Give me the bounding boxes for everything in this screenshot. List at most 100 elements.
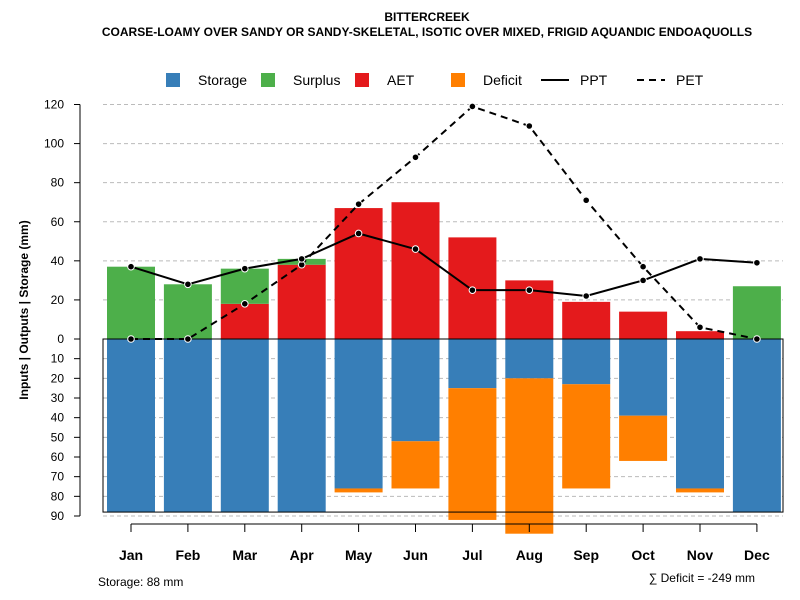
- pet-point: [127, 335, 135, 343]
- x-tick-label: Jul: [462, 547, 482, 563]
- legend-swatch-storage: [166, 73, 180, 87]
- storage-bar: [220, 339, 269, 513]
- legend-label-surplus: Surplus: [293, 72, 340, 88]
- pet-point: [639, 262, 647, 271]
- deficit-bar: [505, 378, 554, 534]
- deficit-bar: [391, 441, 440, 489]
- ppt-line: [130, 232, 757, 298]
- storage-frame: [102, 338, 784, 513]
- ppt-point: [297, 255, 306, 263]
- pet-point: [354, 200, 363, 208]
- x-tick-label: Mar: [232, 547, 257, 563]
- pet-point: [468, 102, 477, 111]
- legend-label-deficit: Deficit: [483, 72, 522, 88]
- ppt-point: [354, 229, 363, 238]
- y-tick-label: 60: [51, 450, 65, 464]
- ppt-point: [127, 262, 135, 271]
- x-tick-label: Feb: [175, 547, 200, 563]
- storage-note: Storage: 88 mm: [98, 575, 183, 589]
- x-tick-label: Jan: [119, 547, 143, 563]
- legend-label-ppt: PPT: [580, 72, 608, 88]
- legend-item-surplus: Surplus: [261, 72, 340, 88]
- legend-item-deficit: Deficit: [451, 72, 522, 88]
- deficit-bar: [562, 384, 611, 489]
- ppt-point: [241, 264, 249, 273]
- ppt-point: [468, 286, 477, 294]
- storage-bar: [676, 339, 724, 489]
- x-tick-label: Apr: [290, 547, 315, 563]
- storage-bar: [334, 339, 383, 489]
- ppt-point: [582, 292, 591, 300]
- pet-point: [184, 335, 192, 343]
- legend-item-aet: AET: [355, 72, 415, 88]
- deficit-bar: [619, 415, 668, 461]
- ppt-point: [753, 258, 761, 267]
- bars-group: [107, 202, 781, 534]
- x-tick-label: Sep: [573, 547, 599, 563]
- y-tick-label: 40: [51, 254, 65, 268]
- y-tick-label: 60: [51, 215, 65, 229]
- y-tick-label: 20: [51, 371, 65, 385]
- surplus-bar: [163, 284, 212, 339]
- aet-bar: [277, 264, 326, 339]
- y-tick-label: 80: [51, 176, 65, 190]
- pet-point: [582, 196, 591, 205]
- y-tick-label: 80: [51, 489, 65, 503]
- chart-legend: Storage Surplus AET Deficit PPT PET: [166, 72, 704, 88]
- surplus-bar: [107, 266, 155, 339]
- deficit-bar: [676, 488, 724, 493]
- legend-label-aet: AET: [387, 72, 415, 88]
- deficit-note: ∑ Deficit = -249 mm: [649, 571, 755, 585]
- legend-swatch-deficit: [451, 73, 465, 87]
- storage-bar: [562, 339, 611, 385]
- ppt-point: [184, 280, 192, 289]
- deficit-bar: [448, 388, 497, 520]
- x-tick-label: Jun: [403, 547, 428, 563]
- deficit-bar: [334, 488, 383, 493]
- legend-item-storage: Storage: [166, 72, 247, 88]
- pet-line: [131, 105, 758, 340]
- storage-bar: [619, 339, 668, 416]
- legend-item-ppt: PPT: [541, 72, 608, 88]
- ppt-point: [639, 276, 647, 285]
- storage-bar: [277, 339, 326, 513]
- aet-bar: [334, 208, 383, 339]
- y-tick-label: 30: [51, 391, 65, 405]
- surplus-bar: [220, 268, 269, 304]
- x-tick-label: Nov: [687, 547, 714, 563]
- aet-bar: [619, 311, 668, 339]
- grid-lines: [103, 104, 783, 517]
- chart-subtitle: COARSE-LOAMY OVER SANDY OR SANDY-SKELETA…: [102, 25, 752, 39]
- y-tick-label: 0: [57, 332, 64, 346]
- storage-bar: [107, 339, 155, 513]
- storage-bar: [163, 339, 212, 513]
- y-axis: 120 100 80 60 40 20 0 10 20 30 40 50 60 70 80 90: [44, 98, 81, 523]
- aet-bar: [220, 303, 269, 339]
- y-tick-label: 90: [51, 509, 65, 523]
- aet-bar: [562, 301, 611, 339]
- pet-point: [525, 122, 534, 130]
- ppt-point: [411, 245, 420, 253]
- x-axis: Jan Feb Mar Apr May Jun Jul Aug Sep Oct Nov Dec: [119, 523, 770, 563]
- storage-bar: [448, 339, 497, 389]
- storage-bar: [732, 339, 781, 513]
- x-tick-label: May: [345, 547, 372, 563]
- pet-point: [411, 153, 420, 162]
- pet-point: [753, 335, 761, 343]
- y-tick-label: 120: [44, 98, 64, 112]
- lines-group: [127, 102, 761, 343]
- legend-swatch-surplus: [261, 73, 275, 87]
- aet-bar: [391, 202, 440, 339]
- pet-point: [241, 300, 249, 308]
- ppt-point: [696, 255, 704, 263]
- ppt-point: [525, 286, 534, 294]
- y-tick-label: 100: [44, 137, 64, 151]
- pet-point: [696, 323, 704, 332]
- y-tick-label: 70: [51, 470, 65, 484]
- aet-bar: [676, 331, 724, 339]
- y-axis-label: Inputs | Outputs | Storage (mm): [17, 220, 31, 399]
- surplus-bar: [732, 286, 781, 339]
- x-tick-label: Oct: [631, 547, 655, 563]
- storage-bar: [391, 339, 440, 442]
